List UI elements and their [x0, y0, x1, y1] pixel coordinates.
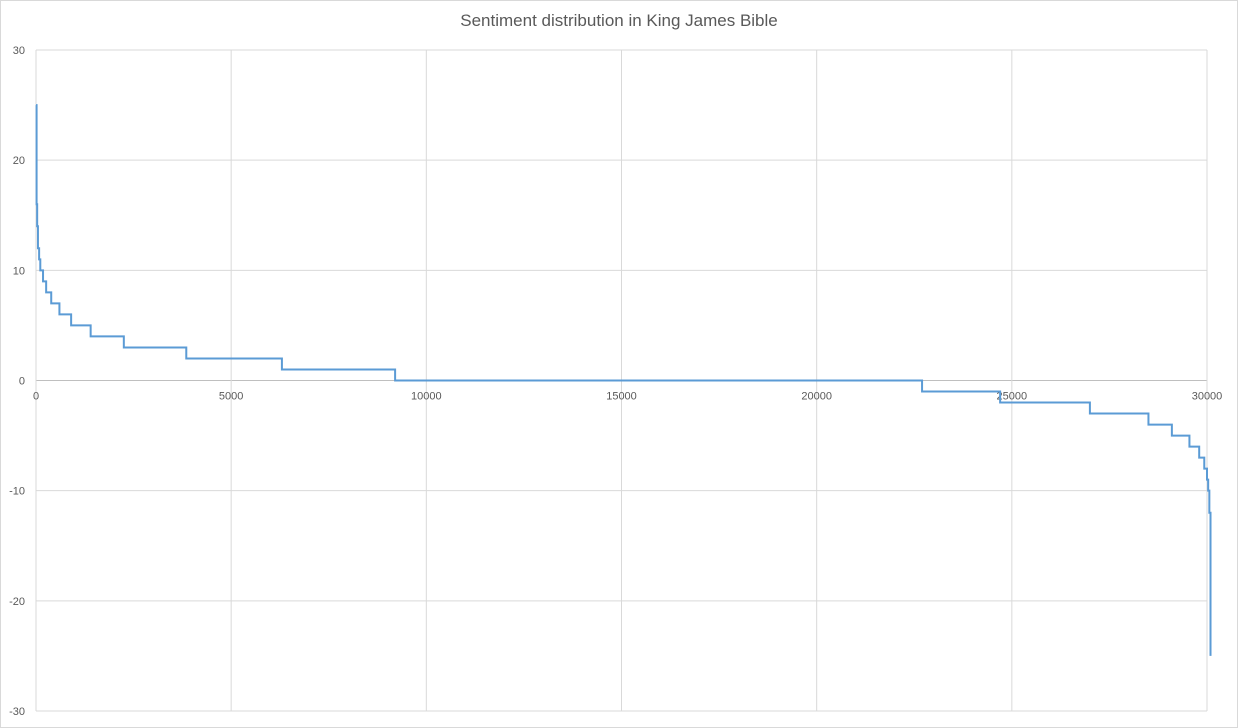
- y-tick-label: -30: [9, 706, 25, 718]
- y-tick-label: 10: [13, 265, 25, 277]
- series-layer: [35, 104, 1212, 656]
- x-tick-label: 15000: [606, 391, 637, 403]
- x-tick-label: 30000: [1192, 391, 1223, 403]
- x-tick-label: 10000: [411, 391, 442, 403]
- x-tick-label: 5000: [219, 391, 243, 403]
- x-tick-label: 0: [33, 391, 39, 403]
- chart-title: Sentiment distribution in King James Bib…: [460, 11, 778, 30]
- x-tick-label: 20000: [801, 391, 832, 403]
- y-tick-label: 20: [13, 155, 25, 167]
- y-tick-label: 0: [19, 376, 25, 388]
- y-tick-label: 30: [13, 45, 25, 57]
- y-tick-label: -20: [9, 596, 25, 608]
- tick-layer: -30 -20 -10 0 10 20 30 0 5000 10000 15000 20000 2500…: [9, 45, 1222, 718]
- series-line: [35, 104, 1212, 656]
- x-tick-label: 25000: [997, 391, 1028, 403]
- y-tick-label: -10: [9, 486, 25, 498]
